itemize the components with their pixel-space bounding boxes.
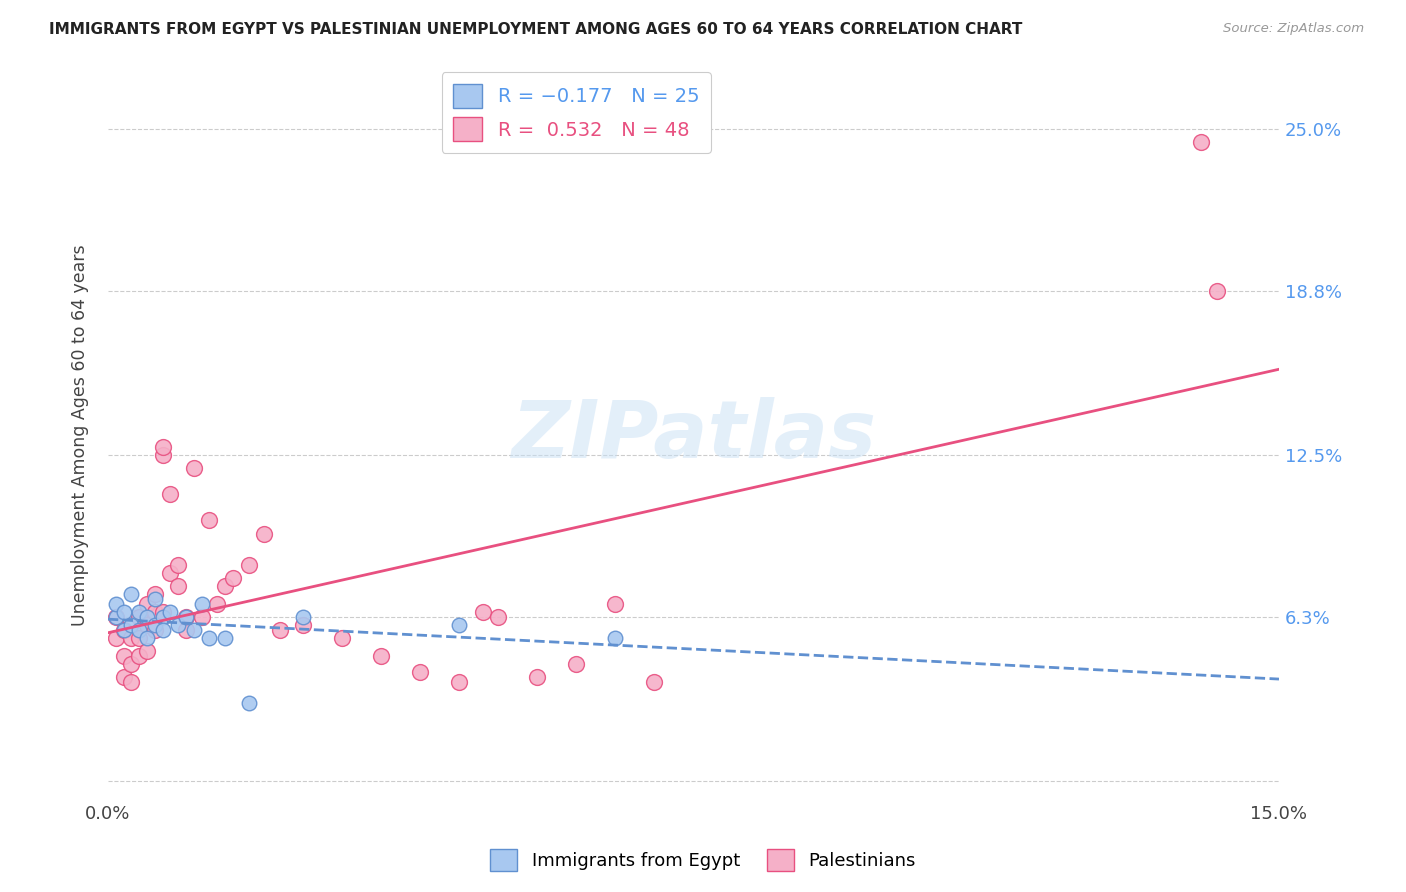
Point — [1189, 135, 1212, 149]
Point — [330, 631, 353, 645]
Point — [643, 675, 665, 690]
Point — [120, 617, 142, 632]
Point — [128, 610, 150, 624]
Point — [104, 610, 127, 624]
Point — [104, 610, 127, 624]
Point — [128, 631, 150, 645]
Point — [449, 675, 471, 690]
Point — [167, 558, 190, 572]
Point — [269, 623, 291, 637]
Text: Source: ZipAtlas.com: Source: ZipAtlas.com — [1223, 22, 1364, 36]
Point — [565, 657, 588, 671]
Point — [486, 610, 509, 624]
Point — [143, 605, 166, 619]
Point — [214, 579, 236, 593]
Point — [370, 649, 392, 664]
Text: IMMIGRANTS FROM EGYPT VS PALESTINIAN UNEMPLOYMENT AMONG AGES 60 TO 64 YEARS CORR: IMMIGRANTS FROM EGYPT VS PALESTINIAN UNE… — [49, 22, 1022, 37]
Y-axis label: Unemployment Among Ages 60 to 64 years: Unemployment Among Ages 60 to 64 years — [72, 245, 89, 626]
Point — [526, 670, 548, 684]
Point — [605, 631, 627, 645]
Point — [605, 597, 627, 611]
Point — [253, 526, 276, 541]
Point — [174, 610, 197, 624]
Point — [104, 597, 127, 611]
Point — [143, 591, 166, 606]
Point — [190, 597, 212, 611]
Point — [238, 696, 260, 710]
Point — [183, 623, 205, 637]
Point — [128, 623, 150, 637]
Point — [183, 461, 205, 475]
Point — [207, 597, 229, 611]
Point — [167, 617, 190, 632]
Point — [449, 617, 471, 632]
Point — [104, 631, 127, 645]
Point — [174, 623, 197, 637]
Point — [174, 610, 197, 624]
Point — [120, 586, 142, 600]
Point — [409, 665, 432, 679]
Point — [471, 605, 494, 619]
Point — [143, 586, 166, 600]
Point — [112, 605, 135, 619]
Point — [152, 448, 174, 462]
Point — [198, 631, 221, 645]
Point — [120, 631, 142, 645]
Point — [238, 558, 260, 572]
Point — [136, 631, 159, 645]
Point — [112, 623, 135, 637]
Point — [214, 631, 236, 645]
Point — [128, 649, 150, 664]
Point — [136, 644, 159, 658]
Point — [198, 513, 221, 527]
Point — [112, 670, 135, 684]
Point — [112, 649, 135, 664]
Point — [152, 610, 174, 624]
Point — [152, 605, 174, 619]
Point — [222, 571, 245, 585]
Point — [159, 566, 181, 580]
Point — [292, 617, 315, 632]
Point — [120, 675, 142, 690]
Point — [159, 605, 181, 619]
Point — [136, 617, 159, 632]
Point — [292, 610, 315, 624]
Point — [128, 605, 150, 619]
Point — [136, 597, 159, 611]
Point — [143, 617, 166, 632]
Text: ZIPatlas: ZIPatlas — [510, 397, 876, 475]
Point — [120, 657, 142, 671]
Point — [1205, 284, 1227, 298]
Legend: Immigrants from Egypt, Palestinians: Immigrants from Egypt, Palestinians — [482, 842, 924, 879]
Point — [136, 610, 159, 624]
Point — [159, 487, 181, 501]
Legend: R = −0.177   N = 25, R =  0.532   N = 48: R = −0.177 N = 25, R = 0.532 N = 48 — [441, 72, 711, 153]
Point — [152, 441, 174, 455]
Point — [112, 623, 135, 637]
Point — [167, 579, 190, 593]
Point — [190, 610, 212, 624]
Point — [152, 623, 174, 637]
Point — [143, 623, 166, 637]
